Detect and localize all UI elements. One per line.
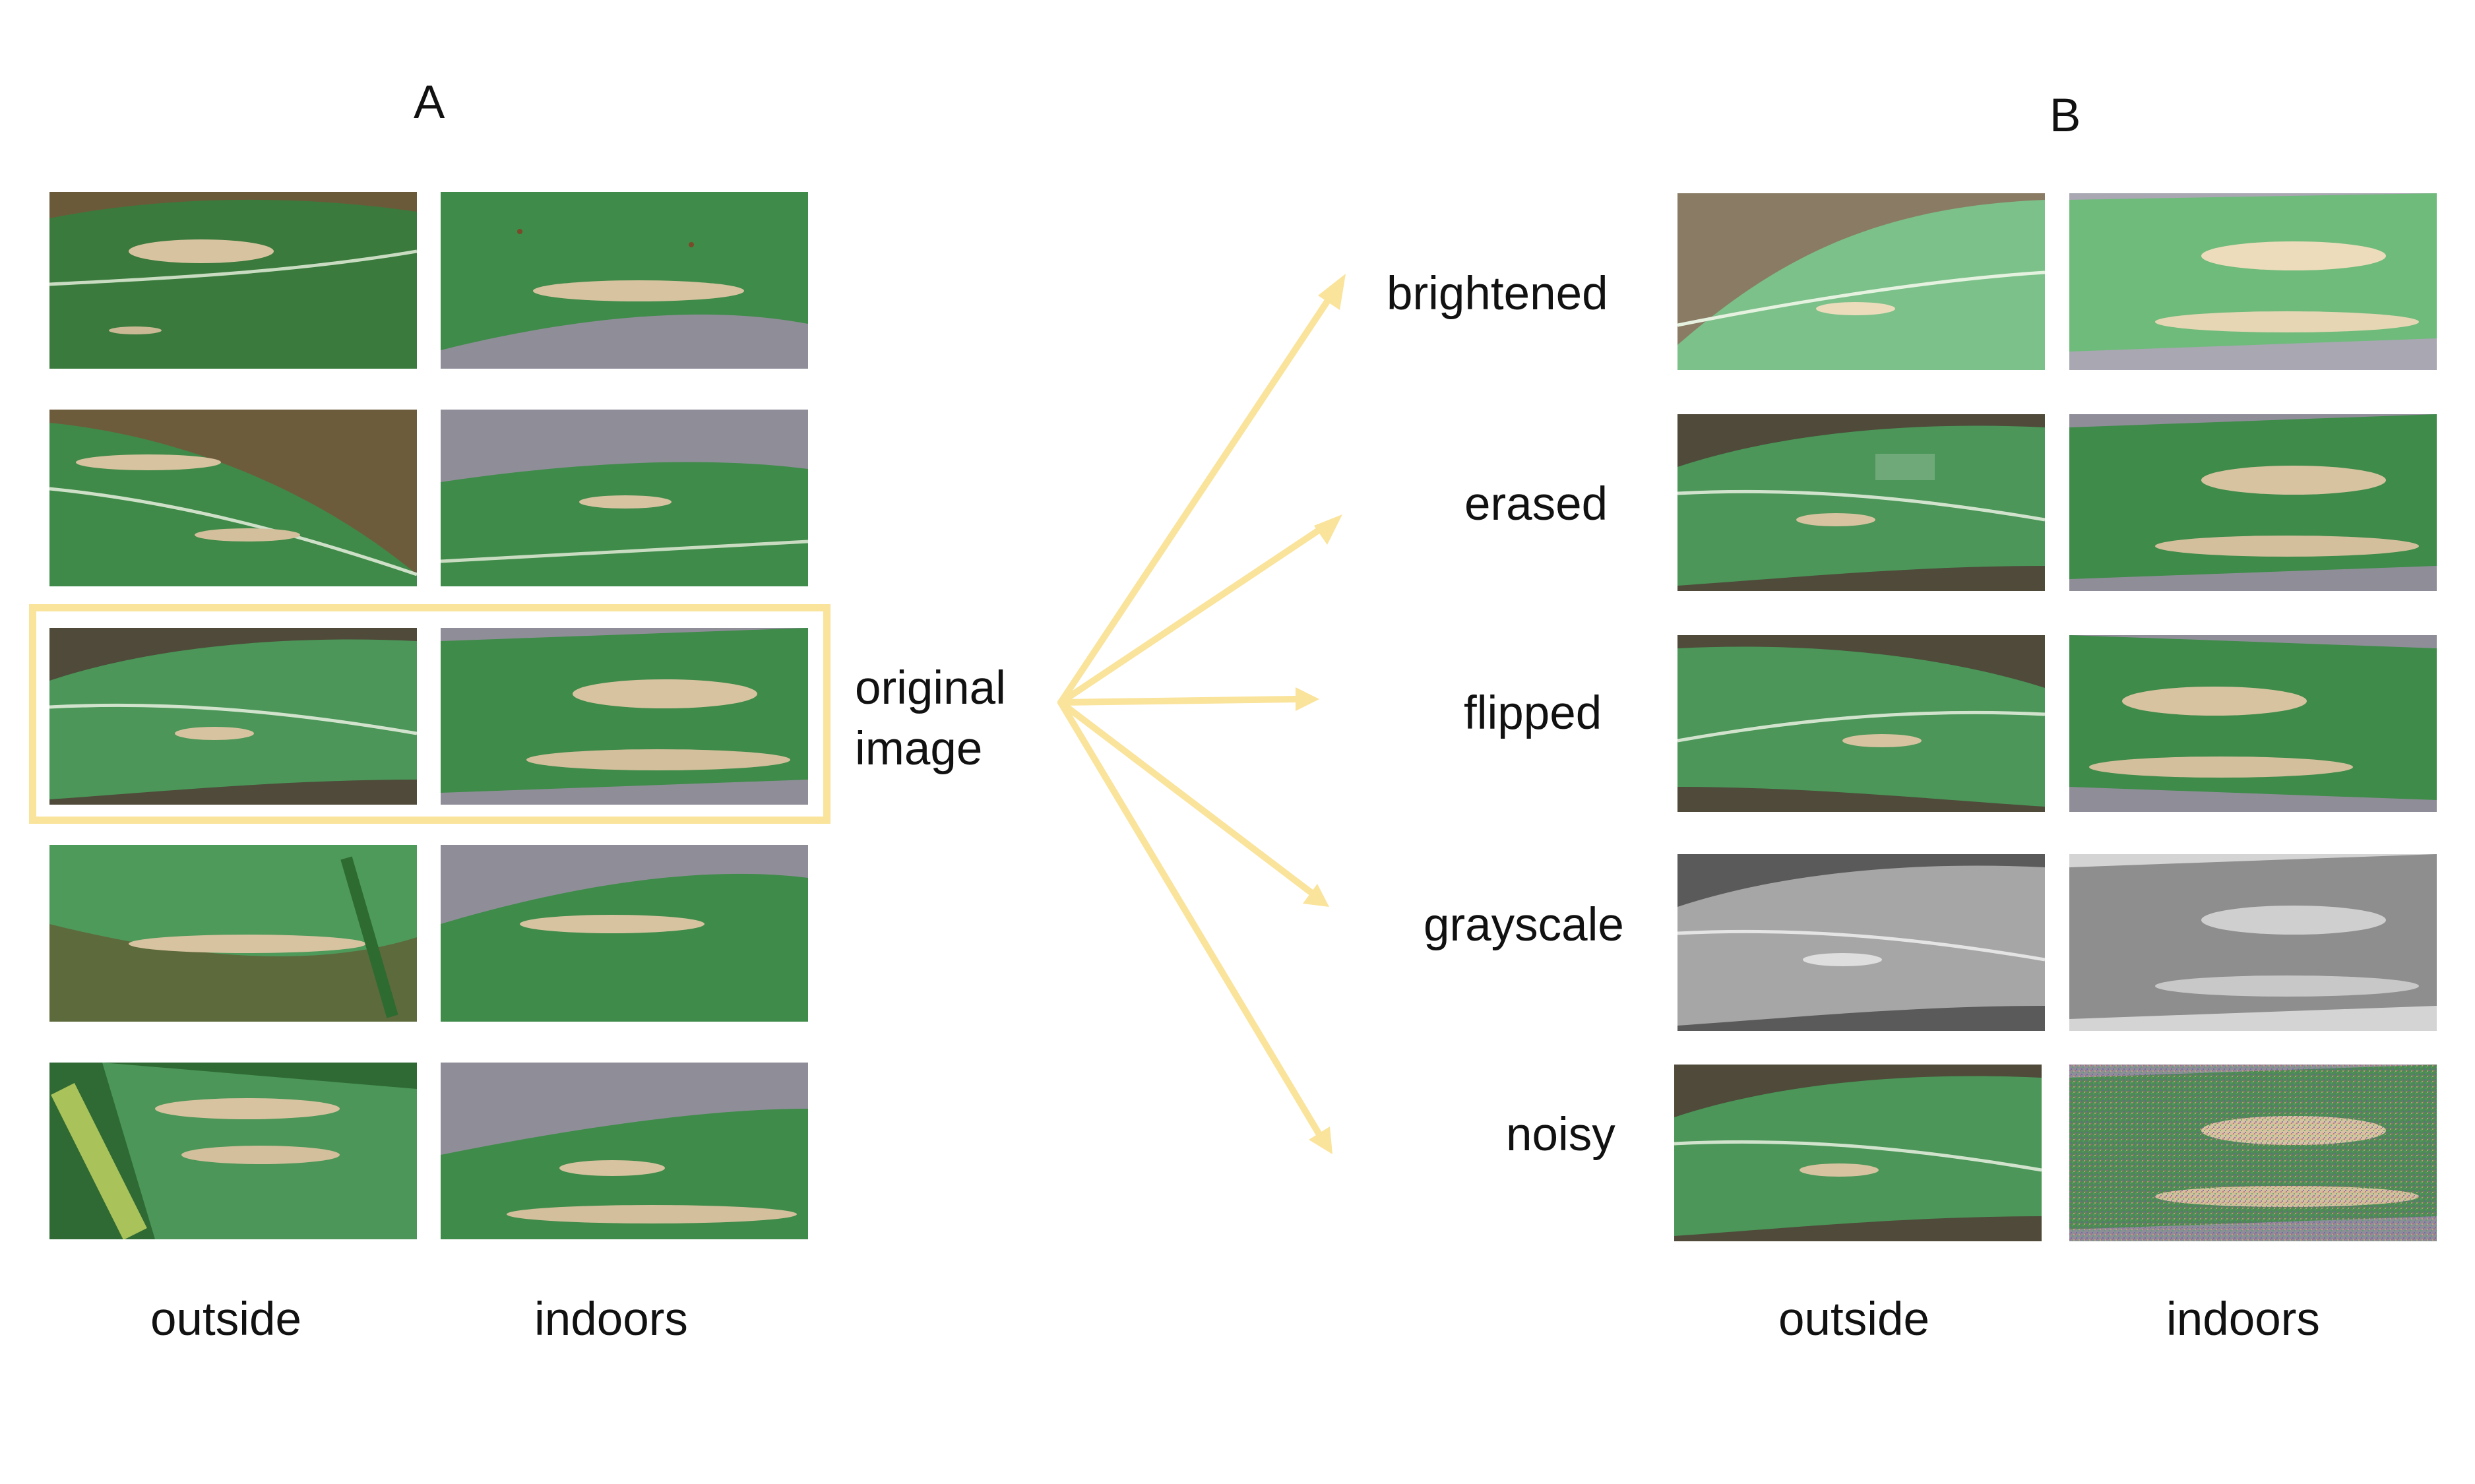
panel-a-indoors-image-3 — [441, 628, 808, 805]
panel-a-column-label-indoors: indoors — [534, 1293, 688, 1345]
augmentation-label-noisy: noisy — [1506, 1109, 1615, 1161]
panel-b-label: B — [2050, 90, 2081, 142]
augmentation-label-erased: erased — [1464, 478, 1608, 530]
arrow-icon-grayscale — [1057, 699, 1329, 907]
panel-a-column-label-outside: outside — [150, 1293, 301, 1345]
panel-a-indoors-image-5 — [441, 1063, 808, 1239]
panel-a-outside-image-4 — [49, 845, 417, 1022]
panel-a-indoors-image-4 — [441, 845, 808, 1022]
augmentation-label-brightened: brightened — [1387, 268, 1608, 320]
brightened-outside-image — [1677, 193, 2045, 370]
augmentation-label-flipped: flipped — [1464, 687, 1602, 739]
flipped-outside-image — [1677, 635, 2045, 812]
panel-a-outside-image-5 — [49, 1063, 417, 1239]
erased-outside-image — [1677, 414, 2045, 591]
panel-b-column-label-indoors: indoors — [2166, 1293, 2320, 1345]
grayscale-outside-image — [1677, 854, 2045, 1031]
erased-indoors-image — [2069, 414, 2437, 591]
arrow-icon-erased — [1057, 514, 1342, 706]
panel-a-outside-image-1 — [49, 192, 417, 369]
arrow-icon-brightened — [1057, 274, 1346, 706]
original-image-label-line-2: image — [855, 723, 983, 775]
arrow-icon-noisy — [1057, 699, 1332, 1154]
grayscale-indoors-image — [2069, 854, 2437, 1031]
panel-a-label: A — [414, 77, 445, 129]
noisy-indoors-image — [2069, 1065, 2437, 1241]
brightened-indoors-image — [2069, 193, 2437, 370]
panel-a-outside-image-2 — [49, 410, 417, 586]
original-image-highlight — [29, 604, 830, 824]
arrow-icon-flipped — [1057, 687, 1319, 711]
panel-a-indoors-image-1 — [441, 192, 808, 369]
noisy-outside-image — [1674, 1065, 2042, 1241]
panel-b-column-label-outside: outside — [1778, 1293, 1929, 1345]
panel-a-outside-image-3 — [49, 628, 417, 805]
panel-a-indoors-image-2 — [441, 410, 808, 586]
original-image-label-line-1: original — [855, 662, 1006, 714]
flipped-indoors-image — [2069, 635, 2437, 812]
augmentation-label-grayscale: grayscale — [1424, 899, 1624, 951]
original-image-label: original image — [855, 658, 1006, 780]
